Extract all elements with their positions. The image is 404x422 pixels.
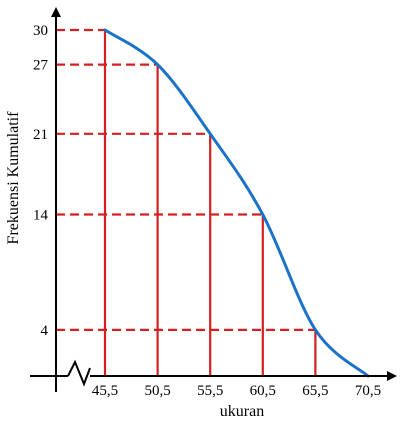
x-tick-label: 45,5 — [92, 383, 118, 399]
reference-lines — [56, 28, 317, 376]
x-tick-label: 55,5 — [197, 383, 223, 399]
x-tick-label: 50,5 — [144, 383, 170, 399]
y-tick-label: 4 — [41, 323, 49, 339]
axes-layer — [30, 7, 397, 392]
x-tick-label: 60,5 — [250, 383, 276, 399]
x-axis-title: ukuran — [220, 403, 264, 420]
curve-layer — [103, 28, 370, 378]
y-axis-title: Frekuensi Kumulatif — [5, 111, 22, 245]
ogive-curve — [103, 28, 370, 378]
x-axis-break-icon — [67, 359, 91, 387]
y-tick-label: 27 — [33, 58, 49, 74]
x-tick-label: 70,5 — [355, 383, 381, 399]
y-tick-label: 30 — [33, 23, 48, 39]
y-tick-label: 14 — [33, 208, 49, 224]
x-tick-label: 65,5 — [302, 383, 328, 399]
y-tick-label: 21 — [33, 127, 48, 143]
tick-labels: 4 14 21 27 30 45,5 50,5 55,5 60,5 65,5 70,5 — [33, 23, 381, 399]
